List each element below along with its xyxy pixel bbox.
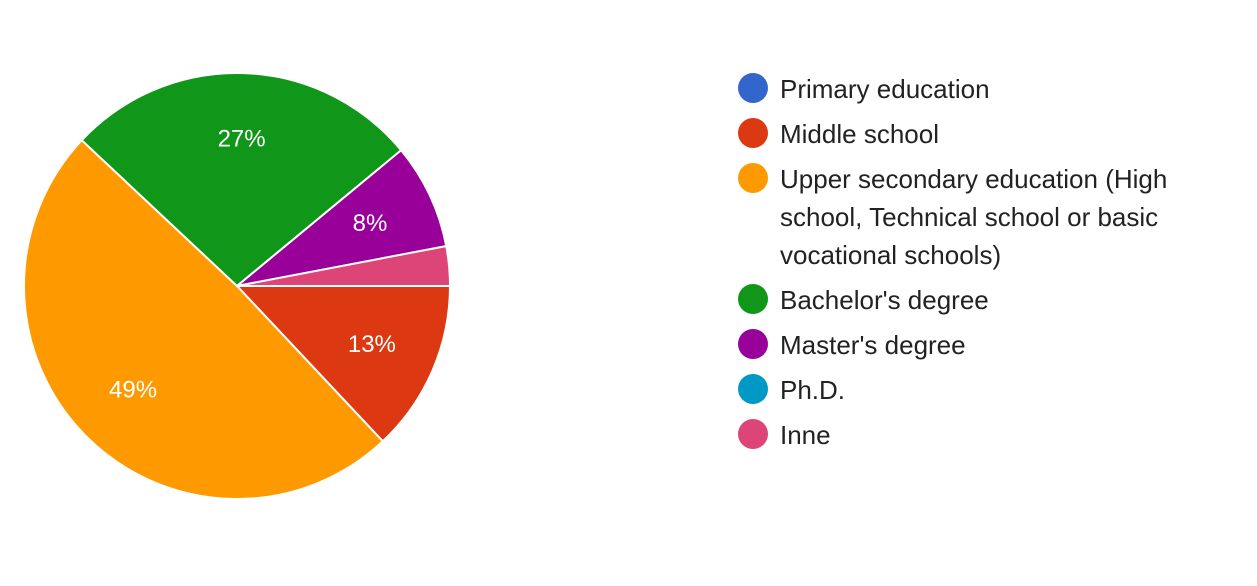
legend: Primary education Middle school Upper seco…: [738, 70, 1238, 461]
legend-swatch-icon: [738, 329, 768, 359]
pie-slice-2: [23, 138, 385, 500]
legend-item-1: Middle school: [738, 115, 1238, 153]
legend-swatch-icon: [738, 374, 768, 404]
legend-swatch-icon: [738, 419, 768, 449]
slice-label-1: 13%: [348, 331, 396, 358]
legend-item-2: Upper secondary education (High school, …: [738, 160, 1238, 274]
legend-item-3: Bachelor's degree: [738, 281, 1238, 319]
slice-label-3: 27%: [218, 126, 266, 153]
legend-swatch-icon: [738, 284, 768, 314]
legend-item-0: Primary education: [738, 70, 1238, 108]
legend-swatch-icon: [738, 163, 768, 193]
legend-item-4: Master's degree: [738, 326, 1238, 364]
legend-label: Upper secondary education (High school, …: [780, 164, 1168, 270]
legend-label: Ph.D.: [780, 375, 846, 405]
slice-label-4: 8%: [353, 210, 388, 237]
pie-slice-3: [80, 72, 403, 288]
pie-slice-4: [236, 148, 448, 287]
pie-chart: 13% 49% 27% 8%: [23, 72, 452, 500]
legend-label: Middle school: [780, 119, 939, 149]
legend-swatch-icon: [738, 118, 768, 148]
legend-swatch-icon: [738, 73, 768, 103]
legend-label: Bachelor's degree: [780, 285, 989, 315]
pie-slice-1: [234, 285, 452, 443]
legend-label: Inne: [780, 420, 831, 450]
legend-item-5: Ph.D.: [738, 371, 1238, 409]
legend-item-6: Inne: [738, 416, 1238, 454]
pie-slice-6: [236, 244, 452, 287]
slice-label-2: 49%: [109, 376, 157, 403]
legend-label: Primary education: [780, 74, 990, 104]
legend-label: Master's degree: [780, 330, 966, 360]
